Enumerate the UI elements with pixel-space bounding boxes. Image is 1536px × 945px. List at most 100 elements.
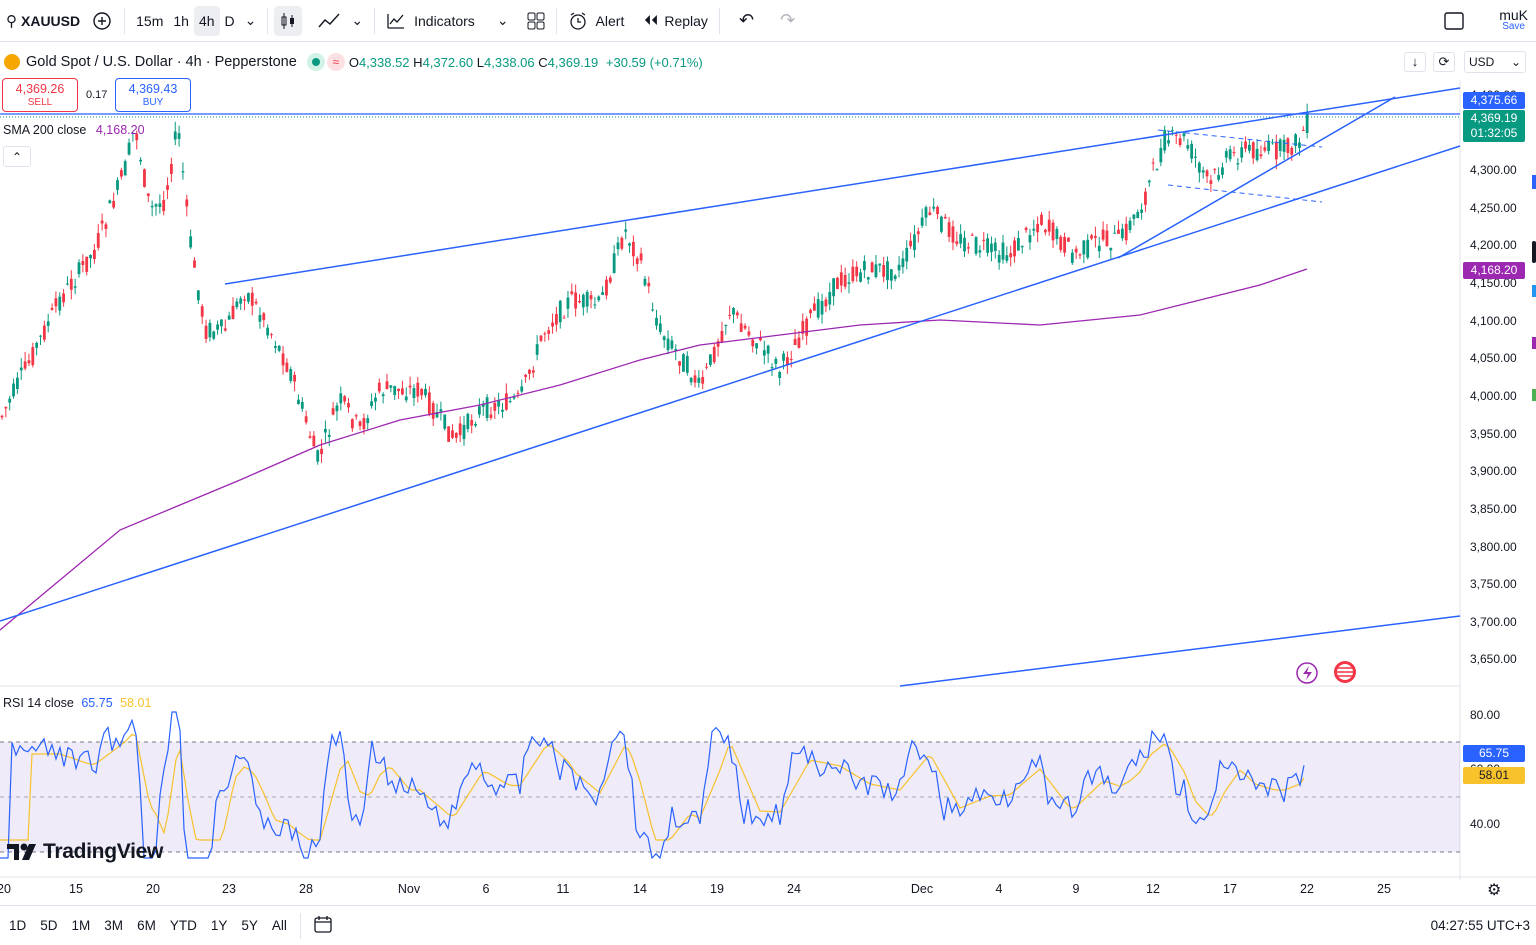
candle-body bbox=[239, 298, 243, 304]
range-button-ytd[interactable]: YTD bbox=[169, 918, 197, 933]
us-flag-event-icon[interactable] bbox=[1334, 661, 1356, 683]
chart-type-chevron-icon[interactable]: ⌄ bbox=[351, 12, 364, 28]
candle-body bbox=[913, 234, 916, 251]
candle-body bbox=[1232, 152, 1236, 154]
trendline-bottom[interactable] bbox=[899, 615, 1461, 687]
chart-settings-gear-icon[interactable]: ⚙ bbox=[1487, 882, 1502, 899]
candle-body bbox=[312, 435, 316, 447]
candle-body bbox=[254, 301, 258, 304]
divider bbox=[374, 7, 376, 34]
rsi-legend[interactable]: RSI 14 close 65.75 58.01 bbox=[3, 696, 151, 710]
candle-body bbox=[504, 393, 508, 410]
candle-body bbox=[1140, 209, 1143, 213]
scroll-to-latest-icon[interactable]: ↓ bbox=[1404, 52, 1426, 72]
sma-200-line[interactable] bbox=[0, 268, 1308, 631]
trendline-steep[interactable] bbox=[1117, 96, 1396, 259]
candle-body bbox=[104, 224, 108, 229]
candle-body bbox=[216, 324, 219, 330]
candle-body bbox=[350, 419, 354, 429]
interval-dropdown-chevron-icon[interactable]: ⌄ bbox=[244, 12, 257, 28]
candle-body bbox=[339, 393, 343, 404]
candle-body bbox=[1182, 133, 1186, 137]
indicators-button[interactable]: Indicators bbox=[381, 6, 480, 36]
currency-select[interactable]: USD ⌄ bbox=[1464, 51, 1526, 73]
lightning-event-icon[interactable] bbox=[1296, 662, 1318, 684]
market-open-dot bbox=[306, 53, 325, 71]
candle-body bbox=[551, 322, 554, 327]
price-tick-label: 3,850.00 bbox=[1470, 501, 1517, 516]
candle-body bbox=[751, 339, 755, 347]
candle-body bbox=[196, 290, 200, 301]
price-tick-label: 3,950.00 bbox=[1470, 426, 1517, 441]
range-button-5y[interactable]: 5Y bbox=[241, 918, 258, 933]
clock-timezone[interactable]: 04:27:55 UTC+3 bbox=[1430, 918, 1530, 933]
candle-body bbox=[951, 226, 955, 243]
candle-body bbox=[1190, 143, 1194, 159]
line-chart-icon[interactable] bbox=[312, 6, 346, 36]
tradingview-logo[interactable]: TradingView bbox=[7, 840, 163, 864]
candle-body bbox=[1267, 140, 1271, 152]
layout-grid-icon[interactable] bbox=[522, 6, 550, 36]
interval-1h[interactable]: 1h bbox=[173, 12, 189, 29]
redo-icon[interactable]: ↷ bbox=[780, 10, 796, 30]
candle-body bbox=[404, 396, 408, 401]
range-button-5d[interactable]: 5D bbox=[40, 918, 58, 933]
candle-body bbox=[666, 338, 670, 351]
candle-body bbox=[836, 277, 839, 289]
candle-body bbox=[250, 292, 254, 306]
channel-dashed-bottom[interactable] bbox=[1167, 184, 1323, 203]
compare-button[interactable] bbox=[86, 0, 118, 42]
spread-value: 0.17 bbox=[86, 89, 108, 101]
divider bbox=[555, 7, 557, 34]
candle-body bbox=[447, 426, 450, 442]
candle-body bbox=[662, 336, 666, 341]
rsi-tick-40: 40.00 bbox=[1470, 817, 1501, 831]
trendline-upper[interactable] bbox=[224, 87, 1461, 285]
range-button-3m[interactable]: 3M bbox=[104, 918, 124, 933]
fullscreen-icon[interactable] bbox=[1439, 6, 1469, 36]
candle-body bbox=[93, 249, 96, 260]
undo-icon[interactable]: ↶ bbox=[738, 10, 755, 30]
symbol-search[interactable]: ⚲ XAUUSD bbox=[0, 0, 86, 42]
time-tick-label: 25 bbox=[1377, 882, 1391, 896]
rsi-ma-line[interactable] bbox=[0, 733, 1305, 841]
candle-body bbox=[608, 277, 612, 283]
candlestick-series[interactable] bbox=[0, 103, 1309, 465]
range-button-1m[interactable]: 1M bbox=[71, 918, 91, 933]
channel-dashed-top[interactable] bbox=[1157, 129, 1323, 148]
range-button-1y[interactable]: 1Y bbox=[210, 918, 228, 933]
interval-15m[interactable]: 15m bbox=[136, 12, 164, 29]
candle-body bbox=[497, 400, 501, 407]
interval-d[interactable]: D bbox=[224, 12, 235, 29]
range-button-1d[interactable]: 1D bbox=[9, 918, 27, 933]
refresh-icon[interactable]: ⟳ bbox=[1433, 52, 1455, 72]
alert-button[interactable]: Alert bbox=[563, 6, 630, 36]
rsi-line[interactable] bbox=[0, 711, 1305, 860]
replay-button[interactable]: ⏴⏴ Replay bbox=[639, 6, 713, 36]
range-button-6m[interactable]: 6M bbox=[137, 918, 156, 933]
candle-body bbox=[1009, 253, 1013, 258]
candle-body bbox=[89, 255, 92, 259]
interval-4h[interactable]: 4h bbox=[193, 5, 220, 36]
sell-button[interactable]: 4,369.26 SELL bbox=[2, 78, 78, 112]
date-range-calendar-icon[interactable] bbox=[313, 915, 333, 936]
candle-body bbox=[832, 278, 835, 297]
candle-body bbox=[327, 434, 331, 437]
candle-body bbox=[501, 409, 504, 412]
candle-body bbox=[859, 272, 862, 282]
symbol-title[interactable]: Gold Spot / U.S. Dollar · 4h · Peppersto… bbox=[26, 54, 297, 70]
candle-body bbox=[85, 256, 89, 272]
candle-body bbox=[208, 322, 212, 338]
indicators-chevron-icon[interactable]: ⌄ bbox=[496, 12, 509, 28]
candle-body bbox=[420, 388, 424, 396]
candle-body bbox=[701, 377, 705, 384]
collapse-legend-button[interactable]: ⌃ bbox=[3, 146, 31, 167]
buy-button[interactable]: 4,369.43 BUY bbox=[115, 78, 191, 112]
trendline-lower[interactable] bbox=[0, 145, 1461, 622]
save-layout-button[interactable]: muK Save bbox=[1499, 8, 1528, 33]
sma-legend[interactable]: SMA 200 close 4,168.20 bbox=[3, 123, 145, 137]
candles-chart-type-icon[interactable] bbox=[274, 5, 303, 36]
range-button-all[interactable]: All bbox=[271, 918, 287, 933]
candle-body bbox=[547, 330, 551, 334]
